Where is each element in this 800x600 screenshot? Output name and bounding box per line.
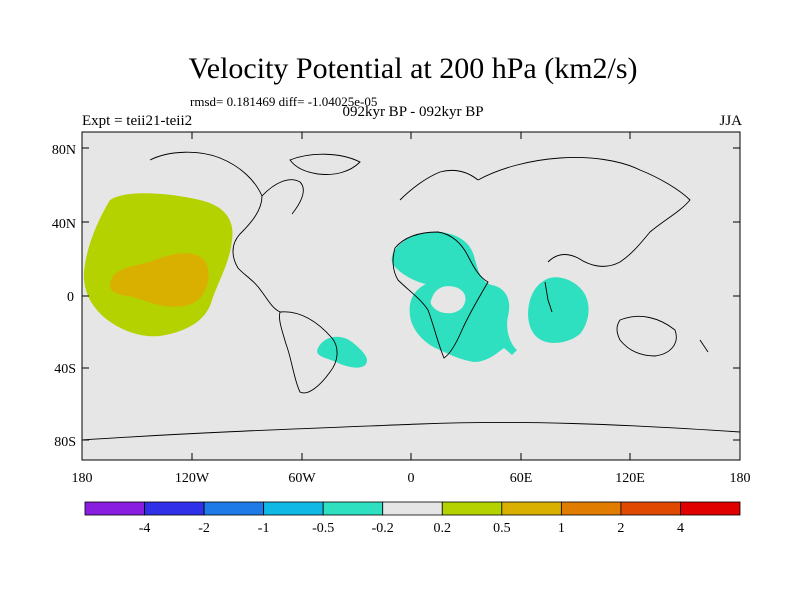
stats-text: rmsd= 0.181469 diff= -1.04025e-05 (190, 94, 378, 109)
south-atlantic-negative-region (317, 336, 368, 368)
experiment-label: Expt = teii21-teii2 (82, 113, 193, 129)
colorbar-label: 0.5 (493, 521, 511, 536)
colorbar-swatch-4 (263, 501, 324, 516)
colorbar-label: 0.2 (434, 521, 452, 536)
season-label: JJA (719, 113, 742, 129)
lat-tick-label-0: 0 (67, 290, 74, 305)
colorbar-swatch-6 (382, 501, 443, 516)
lon-tick-label-0: 0 (408, 471, 415, 486)
colorbar-label: 4 (677, 521, 684, 536)
colorbar-swatch-3 (203, 501, 265, 516)
colorbar-swatch-9 (560, 501, 622, 516)
coastlines (82, 151, 740, 441)
colorbar-label: -2 (198, 521, 210, 536)
colorbar-label: 2 (617, 521, 624, 536)
colorbar-label: -4 (139, 521, 151, 536)
lat-tick-label-40s: 40S (54, 362, 76, 377)
colorbar-label: -0.5 (312, 521, 334, 536)
axis-ticks (81, 132, 741, 460)
colorbar-swatch-8 (501, 501, 562, 516)
colorbar-swatch-11 (680, 501, 741, 516)
lat-tick-label-80n: 80N (52, 143, 76, 158)
colorbar-swatch-5 (322, 501, 384, 516)
lat-tick-label-40n: 40N (52, 217, 76, 232)
lon-tick-label-180w: 180 (72, 471, 93, 486)
colorbar-swatch-2 (144, 501, 205, 516)
page-title: Velocity Potential at 200 hPa (km2/s) (188, 52, 638, 85)
colorbar (84, 501, 741, 516)
lat-tick-label-80s: 80S (54, 435, 76, 450)
africa-negative-region (391, 232, 517, 362)
lon-tick-label-120e: 120E (615, 471, 645, 486)
colorbar-swatch-1 (84, 501, 145, 516)
lon-tick-label-120w: 120W (175, 471, 210, 486)
colorbar-swatch-10 (620, 501, 681, 516)
lon-tick-label-60w: 60W (288, 471, 316, 486)
colorbar-swatch-7 (441, 501, 503, 516)
lon-tick-label-60e: 60E (510, 471, 533, 486)
indian-ocean-negative-region (528, 277, 589, 343)
colorbar-label: 1 (558, 521, 565, 536)
lon-tick-label-180e: 180 (730, 471, 751, 486)
colorbar-label: -1 (258, 521, 270, 536)
colorbar-label: -0.2 (372, 521, 394, 536)
period-text: 092kyr BP - 092kyr BP (342, 104, 484, 120)
north-pacific-core-region (109, 253, 209, 307)
